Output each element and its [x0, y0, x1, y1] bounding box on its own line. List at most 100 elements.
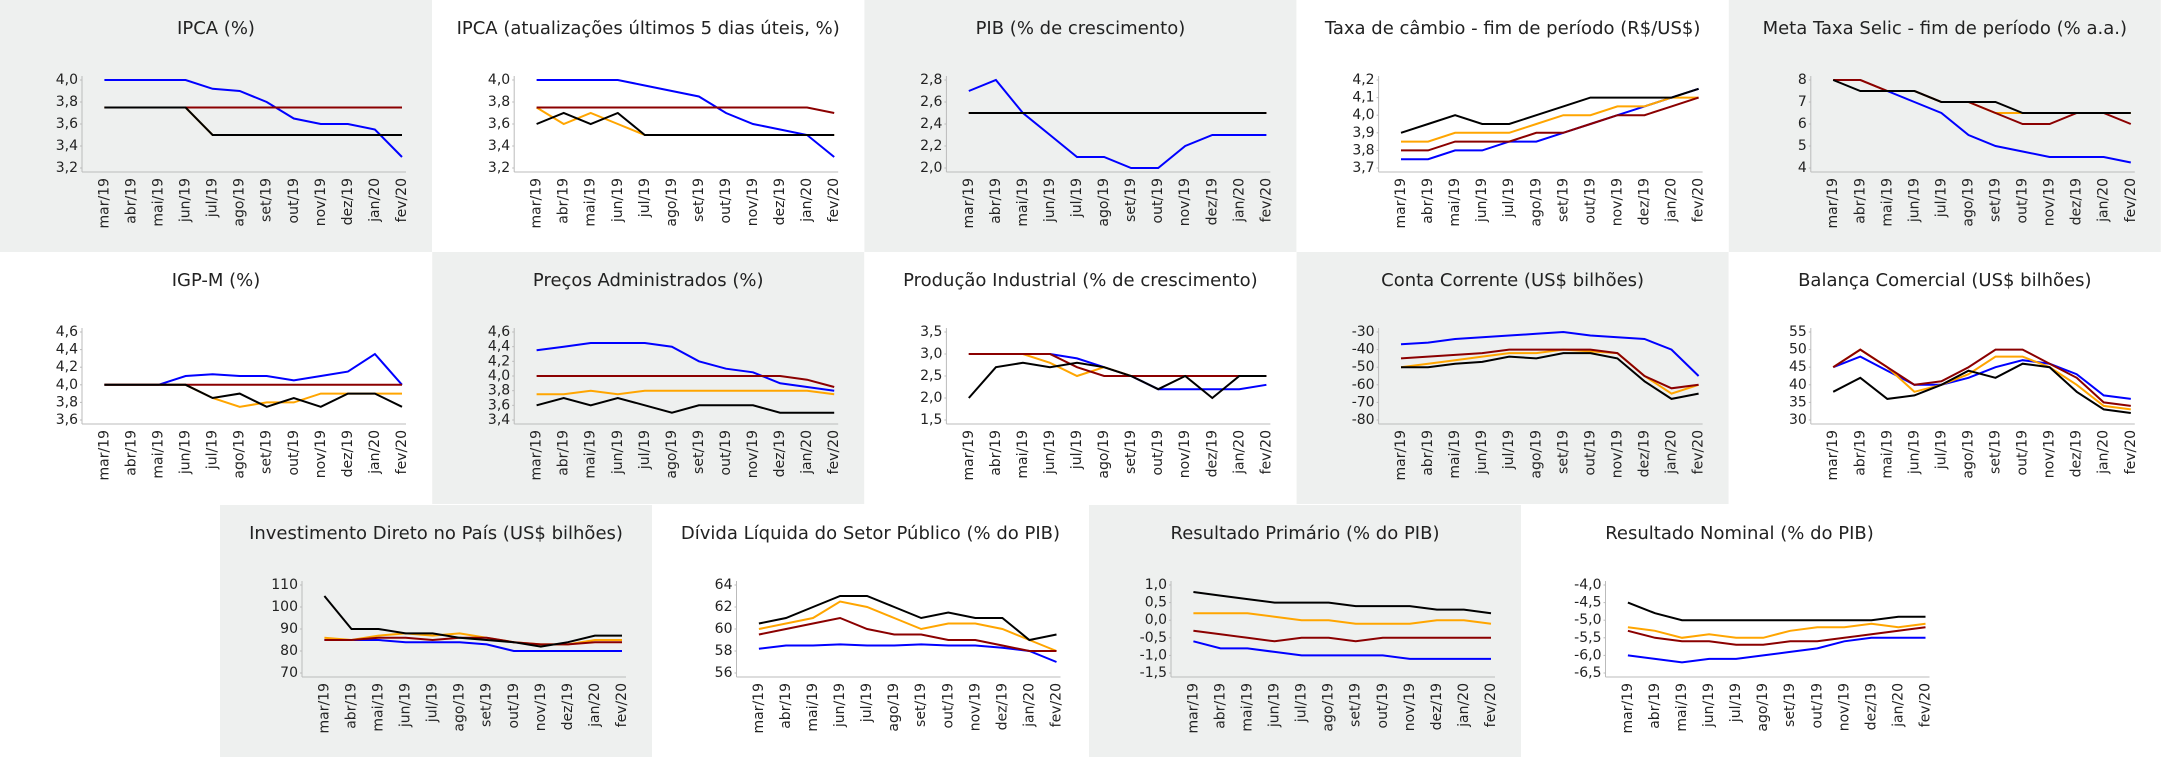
x-tick-label: jun/19 — [1701, 683, 1717, 728]
x-tick-label: abr/19 — [123, 430, 139, 476]
x-tick-label: jan/20 — [799, 430, 815, 475]
y-tick-label: 3,6 — [56, 412, 78, 428]
y-tick-label: -70 — [1352, 394, 1375, 410]
x-tick-label: jul/19 — [1501, 178, 1517, 218]
x-tick-label: ago/19 — [1528, 178, 1544, 227]
series-line — [1627, 636, 1926, 664]
y-tick-label: 2,0 — [920, 390, 942, 406]
x-tick-label: jul/19 — [1728, 683, 1744, 723]
y-tick-label: 1,0 — [1145, 577, 1167, 593]
x-tick-label: out/19 — [2015, 178, 2031, 223]
y-tick-label: 3,4 — [488, 412, 510, 428]
x-tick-label: mar/19 — [1185, 683, 1201, 734]
series-line — [758, 595, 1057, 642]
x-tick-label: jun/19 — [398, 683, 414, 728]
y-tick-label: 3,8 — [488, 94, 510, 110]
x-tick-label: jan/20 — [799, 178, 815, 223]
x-tick-label: dez/19 — [772, 178, 788, 225]
x-tick-label: set/19 — [1988, 178, 2004, 222]
x-tick-label: set/19 — [691, 178, 707, 222]
x-tick-label: out/19 — [1809, 683, 1825, 728]
x-tick-label: ago/19 — [232, 430, 248, 479]
y-tick-label: 55 — [1789, 324, 1807, 340]
panel-background — [1523, 505, 1956, 757]
series-line — [536, 342, 835, 392]
x-tick-label: set/19 — [1348, 683, 1364, 727]
x-tick-label: jul/19 — [637, 430, 653, 470]
series-line — [758, 600, 1057, 652]
chart-title: IPCA (%) — [177, 18, 255, 39]
x-tick-label: mai/19 — [151, 178, 167, 227]
y-tick-label: 3,6 — [56, 116, 78, 132]
x-tick-label: jun/19 — [1906, 178, 1922, 223]
x-tick-label: ago/19 — [1755, 683, 1771, 732]
x-tick-label: abr/19 — [556, 430, 572, 476]
chart-title: Resultado Primário (% do PIB) — [1171, 523, 1440, 544]
x-tick-label: out/19 — [1582, 178, 1598, 223]
chart-title: IPCA (atualizações últimos 5 dias úteis,… — [457, 18, 840, 39]
y-tick-label: 90 — [280, 621, 298, 637]
x-tick-label: fev/20 — [826, 178, 842, 222]
x-tick-label: jan/20 — [2096, 178, 2112, 223]
y-tick-label: -0,5 — [1140, 630, 1167, 646]
y-tick-label: 4,0 — [488, 72, 510, 88]
x-tick-label: out/19 — [1375, 683, 1391, 728]
x-tick-label: dez/19 — [1863, 683, 1879, 730]
y-tick-label: 100 — [271, 599, 298, 615]
x-tick-label: set/19 — [1123, 430, 1139, 474]
x-tick-label: fev/20 — [1258, 430, 1274, 474]
y-tick-label: 3,8 — [1352, 142, 1374, 158]
x-tick-label: set/19 — [1555, 430, 1571, 474]
x-tick-label: mai/19 — [1447, 178, 1463, 227]
x-tick-label: fev/20 — [2123, 430, 2139, 474]
y-tick-label: 0,5 — [1145, 595, 1167, 611]
x-tick-label: out/19 — [718, 430, 734, 475]
series-line — [1832, 348, 2131, 407]
x-tick-label: set/19 — [1123, 178, 1139, 222]
x-tick-label: jul/19 — [859, 683, 875, 723]
x-tick-label: out/19 — [1150, 430, 1166, 475]
x-tick-label: jul/19 — [1069, 430, 1085, 470]
series-line — [1193, 612, 1492, 625]
y-tick-label: 3,2 — [56, 160, 78, 176]
x-tick-label: abr/19 — [1647, 683, 1663, 729]
y-tick-label: 4 — [1798, 160, 1807, 176]
panel-background — [864, 0, 1297, 252]
series-line — [324, 636, 622, 646]
x-tick-label: abr/19 — [556, 178, 572, 224]
chart-title: Conta Corrente (US$ bilhões) — [1381, 270, 1644, 291]
x-tick-label: jun/19 — [832, 683, 848, 728]
series-line — [1400, 330, 1700, 377]
y-tick-label: 4,4 — [488, 339, 510, 355]
x-tick-label: dez/19 — [1636, 178, 1652, 225]
x-tick-label: mai/19 — [583, 178, 599, 227]
x-tick-label: mai/19 — [1879, 178, 1895, 227]
x-tick-label: jan/20 — [2096, 430, 2112, 475]
series-line — [758, 616, 1057, 652]
y-tick-label: 3,0 — [920, 346, 942, 362]
x-tick-label: mar/19 — [961, 178, 977, 229]
y-tick-label: -30 — [1352, 324, 1375, 340]
chart-title: Meta Taxa Selic - fim de período (% a.a.… — [1763, 18, 2127, 39]
y-tick-label: 4,0 — [56, 377, 78, 393]
y-tick-label: 110 — [271, 577, 298, 593]
x-tick-label: jan/20 — [1890, 683, 1906, 728]
x-tick-label: mar/19 — [751, 683, 767, 734]
x-tick-label: mar/19 — [1825, 430, 1841, 481]
series-line — [1627, 626, 1926, 646]
x-tick-label: mai/19 — [1240, 683, 1256, 732]
x-tick-label: ago/19 — [452, 683, 468, 732]
series-line — [536, 389, 835, 396]
y-tick-label: 60 — [715, 621, 733, 637]
x-tick-label: dez/19 — [1429, 683, 1445, 730]
x-tick-label: abr/19 — [988, 430, 1004, 476]
x-tick-label: jun/19 — [1906, 430, 1922, 475]
y-tick-label: 2,8 — [920, 72, 942, 88]
x-tick-label: jun/19 — [610, 178, 626, 223]
y-tick-label: 4,2 — [1352, 72, 1374, 88]
x-tick-label: ago/19 — [664, 178, 680, 227]
x-tick-label: mar/19 — [529, 178, 545, 229]
series-line — [1832, 79, 2131, 114]
